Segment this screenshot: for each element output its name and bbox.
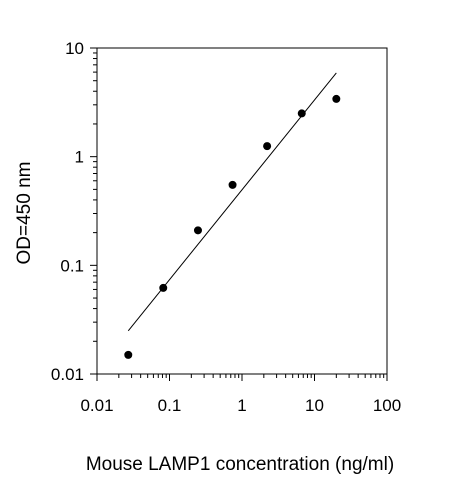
data-point	[332, 94, 341, 103]
data-point	[263, 142, 272, 151]
y-tick-label: 10	[65, 39, 84, 58]
data-point	[228, 180, 237, 189]
x-tick-label: 100	[373, 396, 401, 415]
y-tick-label: 1	[75, 148, 84, 167]
plot-border	[96, 47, 388, 375]
x-axis-ticks: 0.01 0.1 1 10 100	[80, 374, 401, 415]
x-tick-label: 1	[237, 396, 246, 415]
x-tick-label: 10	[305, 396, 324, 415]
x-tick-label: 0.1	[158, 396, 182, 415]
plot-frame	[96, 47, 388, 375]
y-tick-label: 0.1	[60, 256, 84, 275]
data-point	[193, 226, 202, 235]
data-point	[297, 109, 306, 118]
y-axis-title: OD=450 nm	[14, 162, 35, 265]
y-axis-ticks: 0.01 0.1 1 10	[51, 39, 97, 384]
data-points-layer	[124, 94, 341, 359]
x-tick-label: 0.01	[80, 396, 113, 415]
data-point	[124, 350, 133, 359]
x-axis-title: Mouse LAMP1 concentration (ng/ml)	[86, 454, 394, 475]
data-point	[159, 283, 168, 292]
y-tick-label: 0.01	[51, 365, 84, 384]
